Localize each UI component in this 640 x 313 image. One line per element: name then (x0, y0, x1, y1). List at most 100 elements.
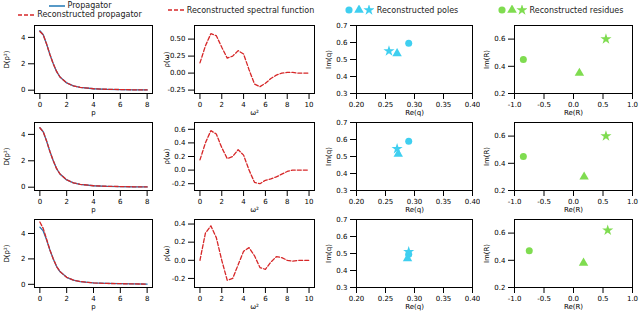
svg-text:-1.0: -1.0 (508, 101, 522, 109)
svg-text:4: 4 (241, 295, 246, 303)
svg-text:4: 4 (241, 198, 246, 206)
svg-text:0.7: 0.7 (336, 22, 347, 30)
svg-text:8: 8 (145, 295, 149, 303)
svg-text:4: 4 (241, 101, 246, 109)
svg-text:0.3: 0.3 (336, 187, 347, 195)
svg-text:0.6: 0.6 (174, 126, 186, 134)
svg-text:Re(R): Re(R) (564, 303, 583, 311)
svg-text:0.25: 0.25 (170, 52, 186, 60)
svg-text:2: 2 (220, 198, 224, 206)
svg-text:0.40: 0.40 (465, 198, 480, 206)
svg-text:10: 10 (305, 295, 314, 303)
svg-text:0.6: 0.6 (336, 136, 348, 144)
svg-text:8: 8 (285, 198, 289, 206)
svg-text:0.20: 0.20 (349, 295, 365, 303)
svg-text:0.2: 0.2 (494, 90, 505, 98)
svg-text:2: 2 (64, 295, 68, 303)
svg-text:Im(R): Im(R) (483, 244, 491, 263)
svg-text:0.00: 0.00 (170, 69, 186, 77)
svg-text:ω²: ω² (250, 206, 259, 214)
svg-text:0.4: 0.4 (174, 139, 186, 147)
svg-text:0.50: 0.50 (170, 35, 186, 43)
svg-text:0: 0 (21, 183, 25, 191)
svg-text:0.3: 0.3 (336, 90, 347, 98)
svg-text:0.5: 0.5 (336, 153, 347, 161)
svg-text:6: 6 (263, 101, 268, 109)
svg-text:-1.0: -1.0 (508, 295, 522, 303)
svg-text:6: 6 (263, 295, 268, 303)
svg-text:Im(q): Im(q) (325, 244, 333, 263)
svg-text:p: p (91, 303, 96, 311)
svg-text:2: 2 (21, 60, 25, 68)
svg-text:-1.0: -1.0 (508, 198, 522, 206)
svg-text:0.4: 0.4 (336, 73, 348, 81)
svg-text:0.7: 0.7 (336, 216, 347, 224)
svg-text:ω²: ω² (250, 303, 259, 311)
svg-text:6: 6 (118, 101, 123, 109)
svg-text:2: 2 (64, 101, 68, 109)
svg-text:2: 2 (220, 295, 224, 303)
svg-text:0.6: 0.6 (494, 132, 506, 140)
svg-text:1.0: 1.0 (627, 101, 638, 109)
svg-text:0.4: 0.4 (336, 267, 348, 275)
svg-text:8: 8 (145, 198, 149, 206)
svg-text:Re(R): Re(R) (564, 206, 583, 214)
svg-text:0.0: 0.0 (174, 166, 185, 174)
svg-text:-0.25: -0.25 (167, 86, 185, 94)
svg-text:8: 8 (145, 101, 149, 109)
svg-text:0.2: 0.2 (494, 187, 505, 195)
svg-text:Im(R): Im(R) (483, 50, 491, 69)
svg-text:0.7: 0.7 (336, 119, 347, 127)
svg-text:Im(R): Im(R) (483, 147, 491, 166)
svg-text:6: 6 (118, 198, 123, 206)
svg-text:10: 10 (305, 198, 314, 206)
svg-text:0: 0 (38, 295, 42, 303)
svg-text:-0.5: -0.5 (537, 101, 551, 109)
svg-text:0.6: 0.6 (336, 39, 348, 47)
svg-text:10: 10 (305, 101, 314, 109)
svg-text:0.0: 0.0 (174, 257, 185, 265)
svg-text:Re(q): Re(q) (405, 206, 424, 214)
svg-text:8: 8 (285, 295, 289, 303)
svg-text:0: 0 (38, 198, 42, 206)
svg-text:0: 0 (21, 281, 25, 289)
svg-text:0.6: 0.6 (494, 35, 506, 43)
svg-text:D(p²): D(p²) (3, 244, 11, 262)
svg-text:0: 0 (38, 101, 42, 109)
svg-text:-0.5: -0.5 (537, 295, 551, 303)
svg-text:0.25: 0.25 (378, 101, 394, 109)
svg-text:0.20: 0.20 (349, 198, 365, 206)
svg-text:p: p (91, 109, 96, 117)
svg-text:ρ(ω): ρ(ω) (163, 245, 171, 261)
svg-text:-0.2: -0.2 (172, 180, 186, 188)
svg-text:0.35: 0.35 (436, 295, 452, 303)
svg-text:2: 2 (220, 101, 224, 109)
svg-text:0.5: 0.5 (336, 56, 347, 64)
svg-text:0.4: 0.4 (336, 170, 348, 178)
svg-text:0: 0 (198, 198, 202, 206)
svg-text:2: 2 (64, 198, 68, 206)
svg-text:0.5: 0.5 (597, 101, 608, 109)
svg-text:0.2: 0.2 (174, 238, 185, 246)
svg-text:0.35: 0.35 (436, 101, 452, 109)
svg-text:6: 6 (118, 295, 123, 303)
svg-text:0.4: 0.4 (174, 220, 186, 228)
svg-text:0.2: 0.2 (174, 153, 185, 161)
svg-text:0.6: 0.6 (494, 229, 506, 237)
svg-text:0.4: 0.4 (494, 160, 506, 168)
svg-text:ρ(ω): ρ(ω) (163, 148, 171, 164)
svg-text:Re(q): Re(q) (405, 109, 424, 117)
svg-text:Im(q): Im(q) (325, 50, 333, 69)
svg-text:0: 0 (198, 101, 202, 109)
svg-text:0.4: 0.4 (494, 257, 506, 265)
svg-text:0.4: 0.4 (494, 63, 506, 71)
svg-text:-0.5: -0.5 (537, 198, 551, 206)
svg-text:ρ(ω): ρ(ω) (163, 51, 171, 67)
svg-text:0: 0 (198, 295, 202, 303)
svg-text:8: 8 (285, 101, 289, 109)
svg-text:0.2: 0.2 (494, 284, 505, 292)
svg-text:0.3: 0.3 (336, 284, 347, 292)
svg-text:Re(R): Re(R) (564, 109, 583, 117)
svg-text:0.5: 0.5 (597, 295, 608, 303)
svg-text:1.0: 1.0 (627, 295, 638, 303)
